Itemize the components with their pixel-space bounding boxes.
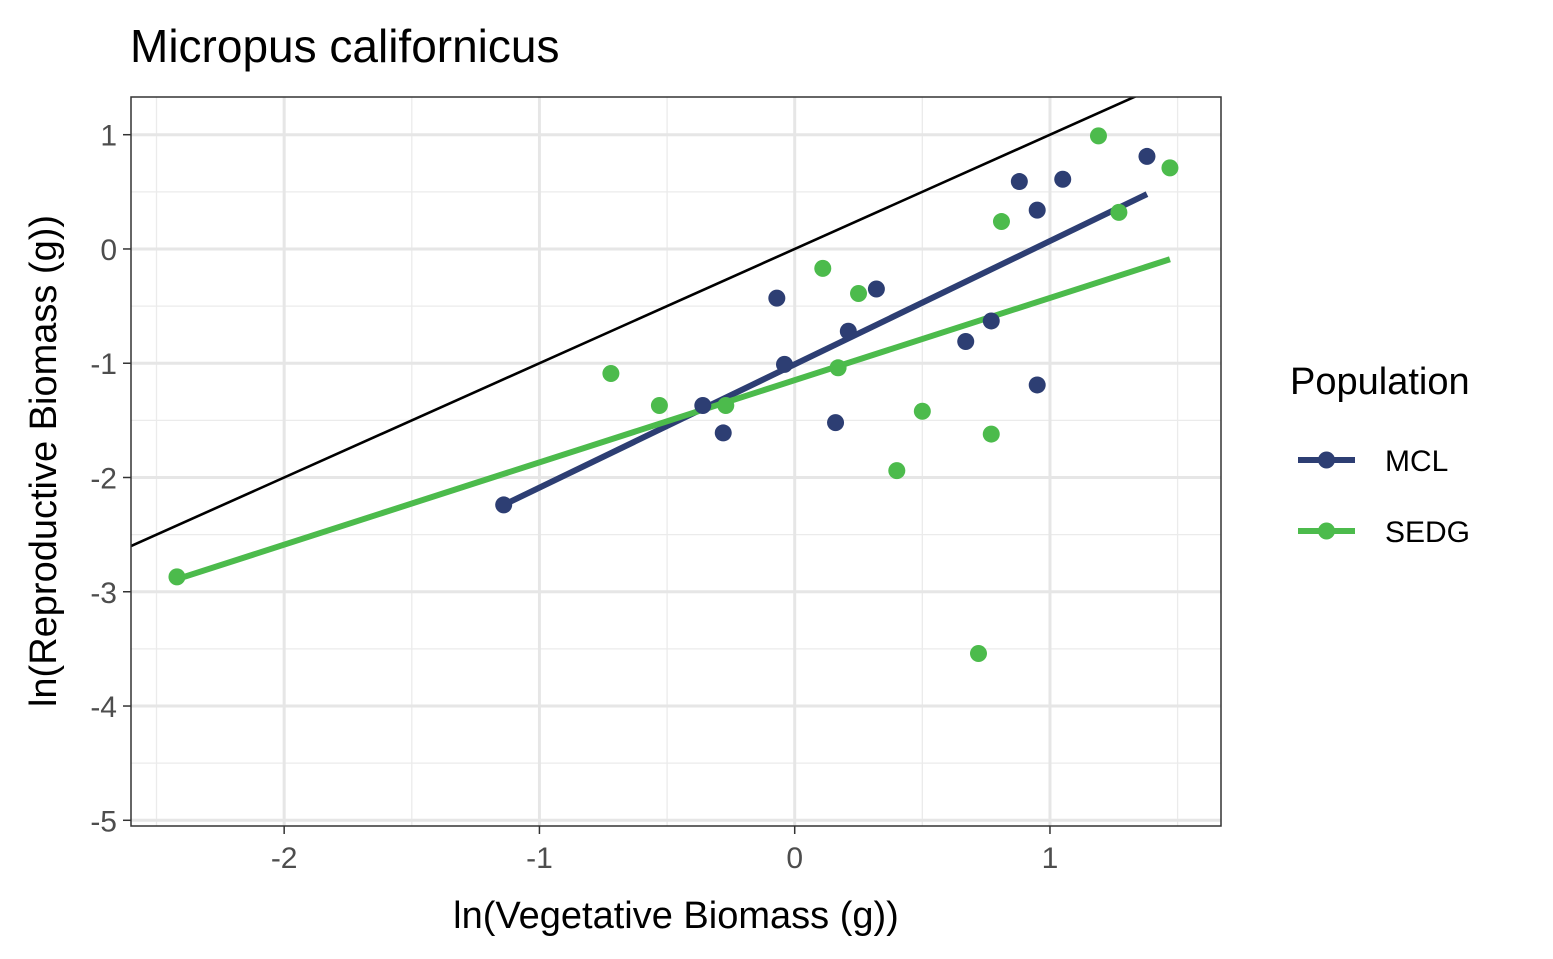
regression-lines [176,191,1171,583]
legend-title: Population [1290,361,1470,403]
plot-panel [130,96,1222,827]
point-mcl [495,496,513,514]
y-tick-label: -2 [90,462,117,495]
point-sedg [1161,159,1179,177]
identity-line-layer [131,97,1138,548]
point-sedg [602,365,620,383]
x-axis-title: ln(Vegetative Biomass (g)) [453,895,899,937]
point-mcl [714,424,732,442]
fit-line-sedg [176,256,1171,583]
point-sedg [829,359,847,377]
legend-label: SEDG [1385,516,1470,549]
panel-border [130,96,1222,827]
point-sedg [992,213,1010,231]
point-mcl [775,355,793,373]
point-mcl [1138,147,1156,165]
y-axis-title: ln(Reproductive Biomass (g)) [23,215,65,707]
identity-line [131,97,1138,548]
y-tick-label: -3 [90,577,117,610]
fit-line-mcl [502,191,1149,508]
point-sedg [888,462,906,480]
legend-items: MCL SEDG [1298,445,1470,549]
point-mcl [839,322,857,340]
point-sedg [717,397,735,415]
x-tick-label: 0 [786,842,803,875]
point-sedg [814,259,832,277]
x-tick-label: -1 [526,842,553,875]
point-mcl [1010,173,1028,191]
data-points [168,127,1179,662]
point-sedg [982,425,1000,443]
point-mcl [957,333,975,351]
y-tick-label: 1 [100,120,117,153]
point-sedg [913,402,931,420]
y-tick-label: 0 [100,234,117,267]
point-sedg [850,285,868,303]
legend-item-sedg: SEDG [1298,516,1470,549]
point-mcl [1028,376,1046,394]
y-axis: 1 0 -1 -2 -3 -4 -5 [90,120,131,838]
legend-key-point [1318,451,1335,469]
point-mcl [867,280,885,298]
point-sedg [969,644,987,662]
legend: Population MCL SEDG [1290,361,1470,549]
point-mcl [694,397,712,415]
legend-item-mcl: MCL [1298,445,1448,478]
x-axis: -2 -1 0 1 [271,826,1058,875]
point-mcl [1028,201,1046,219]
chart-title: Micropus californicus [130,20,559,72]
legend-label: MCL [1385,445,1448,478]
point-mcl [1054,170,1072,188]
x-tick-label: 1 [1042,842,1059,875]
y-tick-label: -5 [90,805,117,838]
point-mcl [982,312,1000,330]
legend-key-point [1318,522,1335,540]
minor-gridlines [131,97,1221,826]
y-tick-label: -4 [90,691,117,724]
point-sedg [168,568,186,586]
point-sedg [1089,127,1107,145]
x-tick-label: -2 [271,842,298,875]
major-gridlines [131,97,1221,826]
point-mcl [827,414,845,432]
point-sedg [650,397,668,415]
point-sedg [1110,203,1128,221]
point-mcl [768,289,786,307]
y-tick-label: -1 [90,348,117,381]
